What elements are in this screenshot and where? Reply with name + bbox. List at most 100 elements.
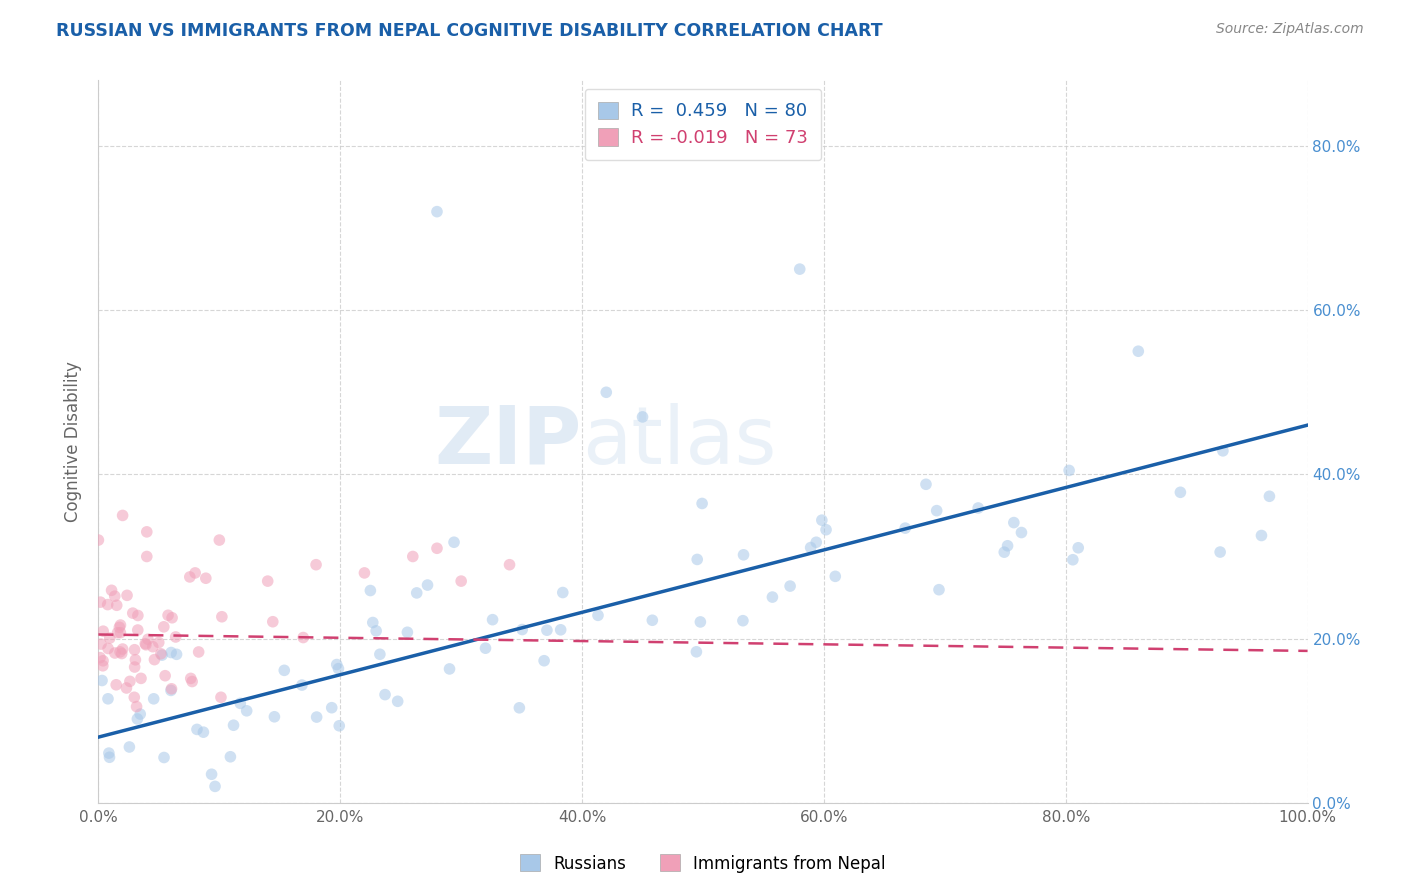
Point: [1002, 516, 1025, 530]
Point: [89, 595, 111, 609]
Point: [967, 500, 990, 515]
Point: [157, 608, 180, 623]
Point: [387, 694, 409, 708]
Point: [89, 650, 111, 665]
Point: [359, 583, 381, 598]
Point: [118, 674, 141, 689]
Point: [733, 548, 755, 562]
Point: [550, 623, 572, 637]
Point: [127, 623, 149, 637]
Point: [256, 574, 278, 588]
Point: [731, 614, 754, 628]
Point: [129, 671, 152, 685]
Point: [806, 535, 828, 549]
Point: [104, 589, 127, 603]
Point: [595, 385, 617, 400]
Point: [219, 749, 242, 764]
Point: [1062, 553, 1084, 567]
Point: [209, 690, 232, 705]
Point: [551, 585, 574, 599]
Point: [153, 669, 176, 683]
Point: [416, 578, 439, 592]
Point: [118, 739, 141, 754]
Point: [91, 654, 114, 668]
Point: [160, 646, 183, 660]
Point: [361, 615, 384, 630]
Point: [111, 647, 134, 661]
Point: [124, 690, 146, 705]
Point: [193, 725, 215, 739]
Point: [98, 750, 121, 764]
Point: [104, 646, 127, 660]
Point: [426, 204, 449, 219]
Point: [184, 566, 207, 580]
Point: [136, 632, 159, 647]
Point: [110, 625, 132, 640]
Point: [779, 579, 801, 593]
Point: [115, 588, 138, 602]
Point: [321, 700, 343, 714]
Point: [142, 691, 165, 706]
Point: [187, 645, 209, 659]
Text: RUSSIAN VS IMMIGRANTS FROM NEPAL COGNITIVE DISABILITY CORRELATION CHART: RUSSIAN VS IMMIGRANTS FROM NEPAL COGNITI…: [56, 22, 883, 40]
Point: [641, 613, 664, 627]
Point: [97, 641, 120, 656]
Point: [533, 654, 555, 668]
Point: [127, 712, 149, 726]
Point: [689, 615, 711, 629]
Point: [124, 653, 146, 667]
Point: [91, 624, 114, 639]
Point: [115, 681, 138, 695]
Point: [498, 558, 520, 572]
Point: [993, 545, 1015, 559]
Point: [97, 598, 120, 612]
Point: [211, 609, 233, 624]
Text: ZIP: ZIP: [434, 402, 582, 481]
Point: [402, 549, 425, 564]
Point: [1067, 541, 1090, 555]
Point: [186, 723, 208, 737]
Point: [142, 640, 165, 654]
Point: [1128, 344, 1150, 359]
Point: [815, 523, 838, 537]
Point: [789, 262, 811, 277]
Point: [894, 521, 917, 535]
Point: [925, 503, 948, 517]
Point: [149, 647, 172, 661]
Point: [121, 606, 143, 620]
Point: [1010, 525, 1032, 540]
Point: [97, 691, 120, 706]
Point: [1258, 489, 1281, 503]
Point: [194, 571, 217, 585]
Point: [685, 645, 707, 659]
Point: [450, 574, 472, 588]
Point: [124, 660, 146, 674]
Point: [915, 477, 938, 491]
Point: [108, 645, 131, 659]
Point: [200, 767, 222, 781]
Point: [761, 590, 783, 604]
Point: [135, 638, 157, 652]
Point: [328, 719, 350, 733]
Point: [165, 630, 187, 644]
Point: [100, 583, 122, 598]
Point: [325, 657, 347, 672]
Point: [800, 541, 823, 555]
Point: [353, 566, 375, 580]
Point: [443, 535, 465, 549]
Point: [110, 618, 132, 632]
Point: [305, 558, 328, 572]
Point: [105, 599, 128, 613]
Point: [97, 746, 120, 760]
Point: [111, 508, 134, 523]
Point: [396, 625, 419, 640]
Point: [179, 570, 201, 584]
Point: [439, 662, 461, 676]
Point: [292, 631, 315, 645]
Point: [87, 533, 110, 547]
Point: [824, 569, 846, 583]
Y-axis label: Cognitive Disability: Cognitive Disability: [65, 361, 83, 522]
Point: [229, 697, 252, 711]
Point: [1057, 463, 1080, 477]
Point: [166, 648, 188, 662]
